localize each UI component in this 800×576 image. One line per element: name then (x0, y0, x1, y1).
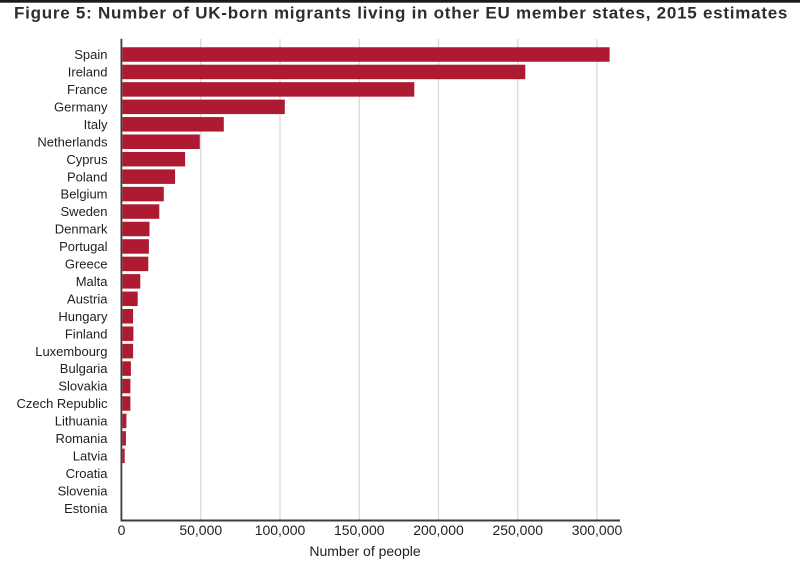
svg-text:200,000: 200,000 (413, 522, 464, 538)
svg-text:Romania: Romania (55, 431, 108, 446)
svg-text:Italy: Italy (84, 117, 108, 132)
svg-text:Slovakia: Slovakia (58, 379, 108, 394)
svg-text:Number of people: Number of people (309, 543, 421, 559)
svg-text:France: France (67, 82, 107, 97)
svg-text:Denmark: Denmark (55, 222, 108, 237)
svg-text:Germany: Germany (54, 99, 108, 114)
svg-text:Austria: Austria (67, 291, 108, 306)
svg-text:150,000: 150,000 (334, 522, 385, 538)
svg-text:Luxembourg: Luxembourg (35, 344, 107, 359)
svg-text:50,000: 50,000 (179, 522, 222, 538)
svg-text:250,000: 250,000 (492, 522, 543, 538)
svg-text:Czech Republic: Czech Republic (16, 396, 108, 411)
svg-text:Poland: Poland (67, 169, 107, 184)
svg-text:Malta: Malta (76, 274, 109, 289)
svg-text:Sweden: Sweden (61, 204, 108, 219)
svg-text:Latvia: Latvia (73, 448, 108, 463)
svg-text:Belgium: Belgium (61, 187, 108, 202)
svg-text:0: 0 (118, 522, 126, 538)
svg-text:Slovenia: Slovenia (58, 483, 109, 498)
svg-text:Ireland: Ireland (68, 65, 108, 80)
svg-text:Spain: Spain (74, 47, 107, 62)
svg-text:Finland: Finland (65, 326, 108, 341)
svg-text:Portugal: Portugal (59, 239, 108, 254)
svg-text:Hungary: Hungary (58, 309, 108, 324)
svg-text:300,000: 300,000 (572, 522, 623, 538)
svg-text:Lithuania: Lithuania (55, 414, 109, 429)
svg-text:Bulgaria: Bulgaria (60, 361, 108, 376)
svg-text:Croatia: Croatia (66, 466, 109, 481)
svg-text:Greece: Greece (65, 257, 108, 272)
svg-text:100,000: 100,000 (255, 522, 306, 538)
svg-text:Figure 5: Number of UK-born mi: Figure 5: Number of UK-born migrants liv… (14, 4, 788, 23)
svg-text:Cyprus: Cyprus (66, 152, 108, 167)
svg-text:Netherlands: Netherlands (37, 134, 108, 149)
svg-text:Estonia: Estonia (64, 501, 108, 516)
